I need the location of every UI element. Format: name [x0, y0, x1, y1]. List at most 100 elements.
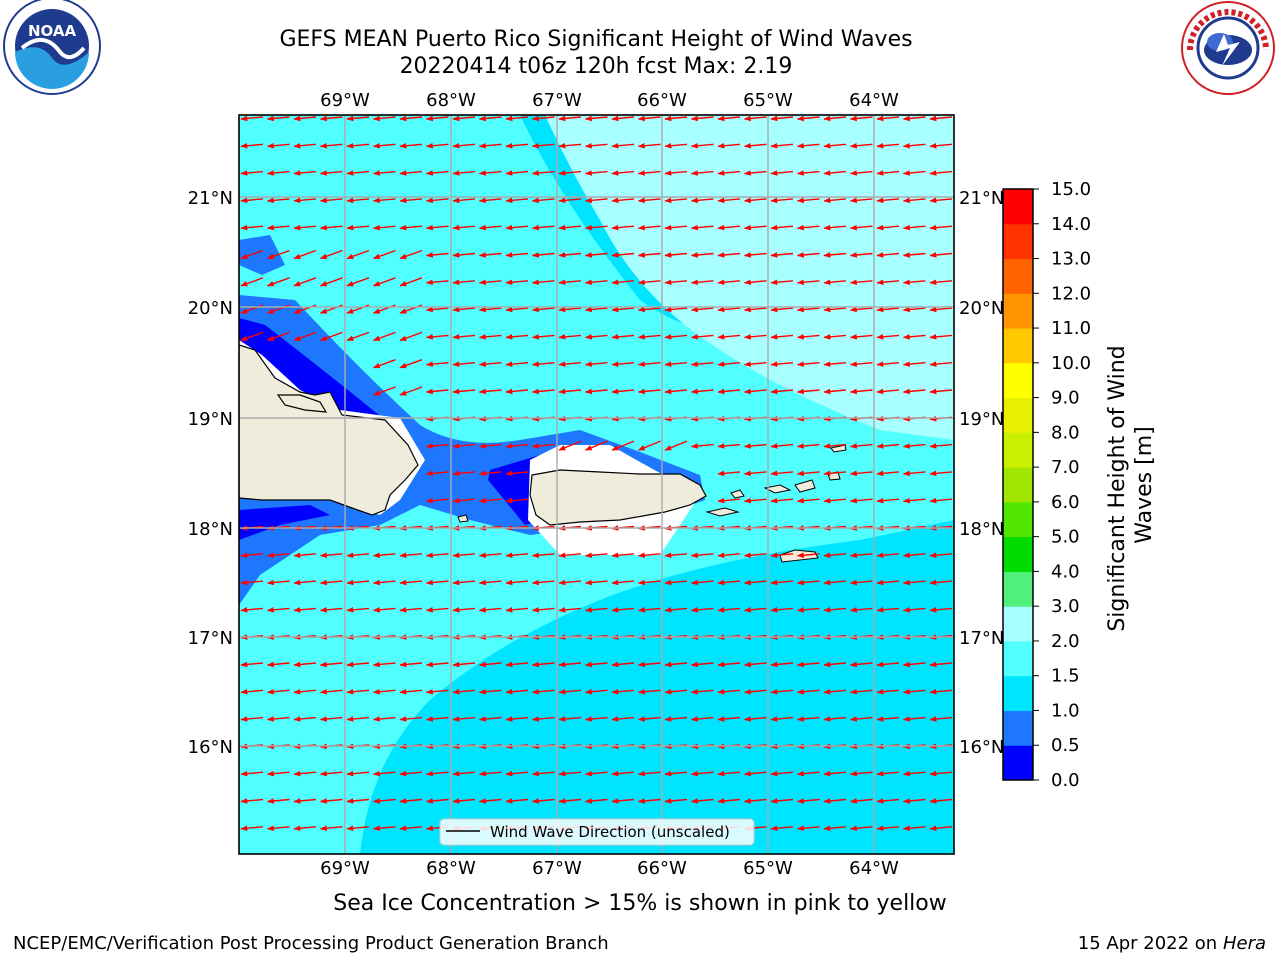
wave-direction-arrow — [266, 688, 290, 695]
colorbar-tick-label: 11.0 — [1051, 318, 1091, 339]
wave-direction-arrow — [902, 770, 926, 777]
wave-direction-arrow — [558, 252, 582, 258]
wave-direction-arrow — [637, 607, 661, 613]
wave-direction-arrow — [876, 142, 900, 149]
wave-direction-arrow — [478, 470, 502, 477]
wave-direction-arrow — [584, 388, 608, 395]
lat-label-right: 16°N — [959, 737, 1004, 758]
wave-direction-arrow — [823, 388, 847, 395]
wave-direction-arrow — [611, 115, 635, 122]
wave-direction-arrow — [929, 825, 953, 832]
wave-direction-arrow — [372, 688, 396, 695]
noaa-logo-icon: NOAA — [3, 0, 101, 95]
wave-direction-arrow — [743, 115, 767, 122]
wave-direction-arrow — [266, 249, 290, 260]
wave-direction-arrow — [425, 607, 449, 613]
wave-direction-arrow — [902, 497, 926, 504]
wave-direction-arrow — [849, 770, 873, 777]
wave-direction-arrow — [796, 279, 820, 286]
wave-direction-arrow — [637, 688, 661, 695]
colorbar-tick-label: 3.0 — [1051, 596, 1080, 617]
wave-direction-arrow — [743, 361, 767, 367]
wave-direction-arrow — [796, 607, 820, 613]
wave-direction-arrow — [611, 279, 635, 286]
wave-direction-arrow — [531, 334, 555, 340]
wave-direction-arrow — [823, 306, 847, 313]
wave-direction-arrow — [425, 142, 449, 149]
wave-direction-arrow — [690, 579, 714, 586]
wave-direction-arrow — [505, 607, 529, 613]
wave-direction-arrow — [637, 252, 661, 258]
wave-direction-arrow — [876, 388, 900, 395]
wave-direction-arrow — [849, 579, 873, 586]
wave-direction-arrow — [240, 770, 264, 777]
colorbar-tick-label: 8.0 — [1051, 422, 1080, 443]
wave-direction-arrow — [690, 443, 714, 449]
wave-direction-arrow — [584, 688, 608, 695]
wave-direction-arrow — [293, 661, 317, 668]
wave-direction-arrow — [240, 579, 264, 586]
wave-direction-arrow — [293, 249, 317, 260]
wave-direction-arrow — [796, 443, 820, 449]
wave-direction-arrow — [611, 798, 635, 804]
wave-direction-arrow — [266, 170, 290, 176]
wave-direction-arrow — [876, 224, 900, 231]
wave-direction-arrow — [346, 661, 370, 668]
colorbar-tick-label: 12.0 — [1051, 283, 1091, 304]
wave-direction-arrow — [266, 716, 290, 722]
wave-direction-arrow — [293, 197, 317, 204]
wave-direction-arrow — [319, 277, 343, 287]
wave-direction-arrow — [452, 197, 476, 204]
wave-direction-arrow — [690, 661, 714, 668]
wave-direction-arrow — [743, 470, 767, 477]
wave-direction-arrow — [399, 798, 423, 804]
wave-height-field — [239, 115, 954, 854]
wave-direction-arrow — [531, 170, 555, 176]
wave-direction-arrow — [637, 798, 661, 804]
wave-direction-arrow — [346, 224, 370, 231]
wave-direction-arrow — [743, 443, 767, 449]
wave-direction-arrow — [902, 579, 926, 586]
wave-direction-arrow — [240, 661, 264, 668]
colorbar-tick-label: 6.0 — [1051, 492, 1080, 513]
wind-wave-direction-arrows — [240, 115, 953, 832]
wave-direction-arrow — [293, 115, 317, 122]
wave-direction-arrow — [558, 306, 582, 313]
wave-direction-arrow — [823, 661, 847, 668]
wave-direction-arrow — [266, 798, 290, 804]
wave-direction-arrow — [690, 552, 714, 559]
wave-direction-arrow — [664, 224, 688, 231]
wave-direction-arrow — [293, 170, 317, 176]
wave-direction-arrow — [240, 825, 264, 832]
colorbar-swatch — [1003, 675, 1033, 711]
wave-direction-arrow — [478, 716, 502, 722]
wave-direction-arrow — [902, 607, 926, 613]
wave-direction-arrow — [266, 331, 290, 342]
wave-direction-arrow — [425, 334, 449, 340]
wave-direction-arrow — [796, 388, 820, 395]
wave-direction-arrow — [637, 170, 661, 176]
wave-direction-arrow — [929, 688, 953, 695]
wave-direction-arrow — [929, 443, 953, 449]
wave-direction-arrow — [690, 688, 714, 695]
wave-direction-arrow — [664, 716, 688, 722]
wave-direction-arrow — [478, 197, 502, 204]
wave-direction-arrow — [505, 170, 529, 176]
wave-direction-arrow — [637, 142, 661, 149]
wave-direction-arrow — [399, 607, 423, 613]
wave-direction-arrow — [240, 249, 264, 260]
wave-direction-arrow — [876, 770, 900, 777]
colorbar-tick-label: 2.0 — [1051, 631, 1080, 652]
wave-direction-arrow — [584, 115, 608, 122]
wave-direction-arrow — [823, 688, 847, 695]
wave-direction-arrow — [346, 552, 370, 559]
wave-direction-arrow — [611, 170, 635, 176]
wave-direction-arrow — [452, 770, 476, 777]
wave-direction-arrow — [319, 825, 343, 832]
lon-label-bottom: 66°W — [637, 858, 687, 879]
wave-direction-arrow — [717, 661, 741, 668]
wave-direction-arrow — [372, 607, 396, 613]
wave-direction-arrow — [823, 798, 847, 804]
wave-direction-arrow — [478, 443, 502, 449]
wave-direction-arrow — [478, 170, 502, 176]
